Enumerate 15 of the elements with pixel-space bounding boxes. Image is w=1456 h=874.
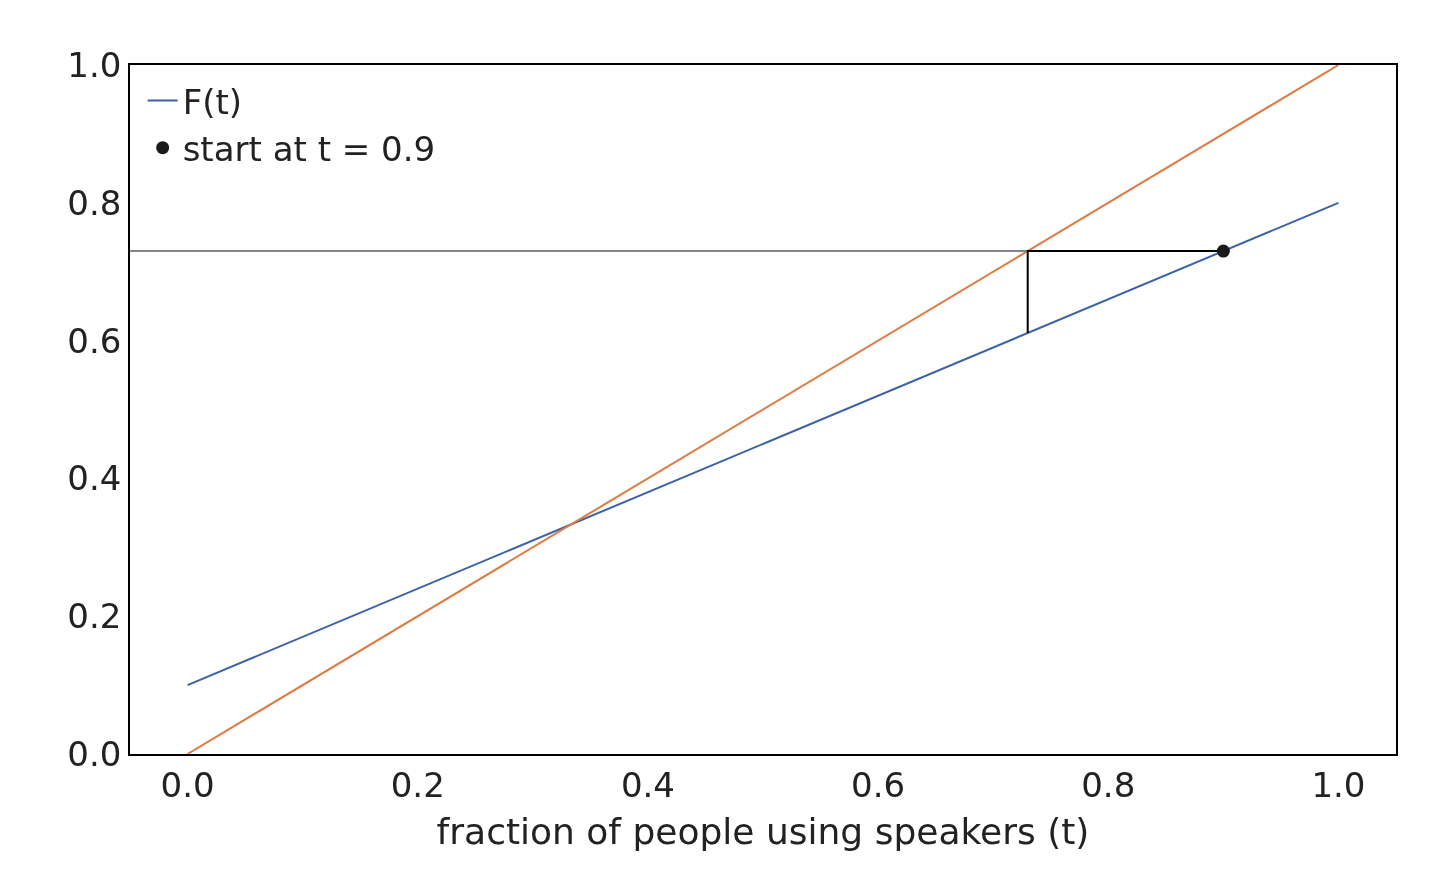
legend-label: F(t) xyxy=(182,81,243,122)
legend-label: start at t = 0.9 xyxy=(182,128,436,169)
x-axis-title: fraction of people using speakers (t) xyxy=(436,810,1090,852)
x-tick-label: 1.0 xyxy=(1311,764,1366,805)
x-tick-label: 0.4 xyxy=(620,764,675,805)
y-tick-label: 1.0 xyxy=(67,44,122,85)
x-tick-label: 0.6 xyxy=(851,764,906,805)
y-tick-label: 0.0 xyxy=(67,733,122,774)
y-tick-label: 0.8 xyxy=(67,182,122,223)
x-tick-label: 0.2 xyxy=(390,764,445,805)
x-tick-label: 0.8 xyxy=(1081,764,1136,805)
y-tick-label: 0.2 xyxy=(67,596,122,637)
y-tick-label: 0.6 xyxy=(67,320,122,361)
x-tick-label: 0.0 xyxy=(160,764,215,805)
y-tick-label: 0.4 xyxy=(67,458,122,499)
